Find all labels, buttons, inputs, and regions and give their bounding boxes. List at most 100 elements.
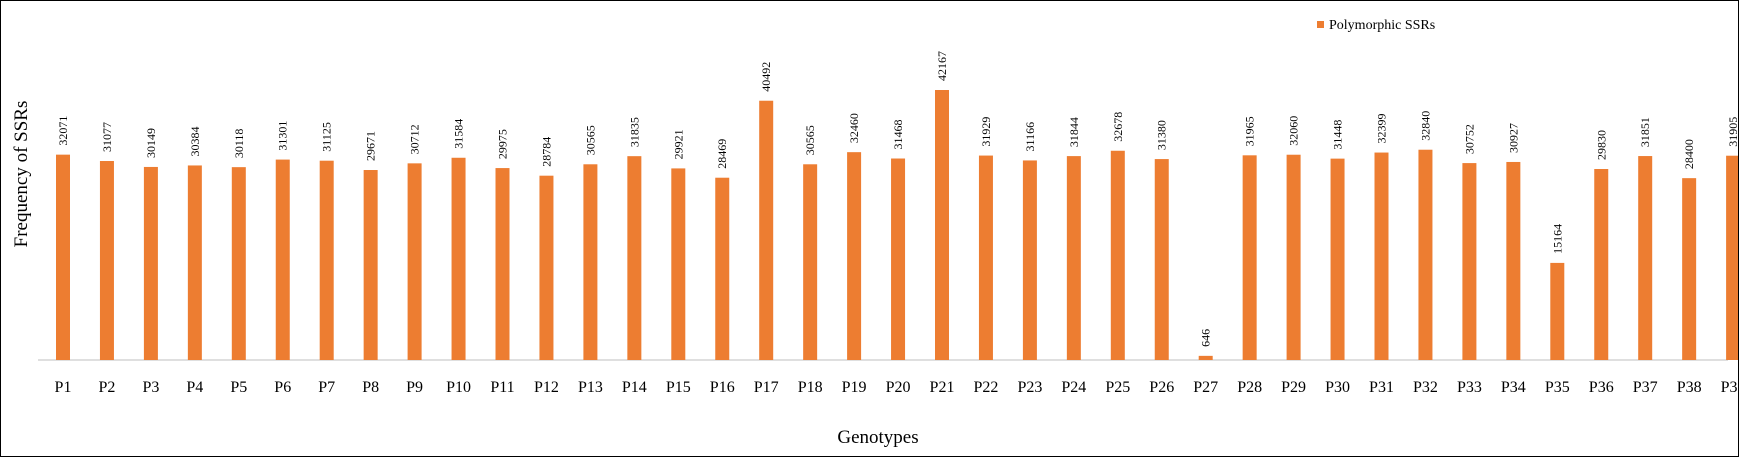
x-tick-label-p39: P39 [1721, 379, 1738, 396]
value-label-p22: 31929 [979, 117, 993, 147]
bar-p20 [891, 158, 906, 360]
bar-p7 [319, 160, 334, 360]
x-tick-label-p19: P19 [842, 379, 867, 396]
value-labels-group: 32071 31077 30149 30384 30118 31301 31125 29671… [56, 51, 1738, 347]
x-tick-label-p37: P37 [1633, 379, 1658, 396]
x-tick-label-p3: P3 [142, 379, 159, 396]
x-tick-label-p33: P33 [1457, 379, 1482, 396]
bar-p26 [1154, 159, 1169, 360]
y-axis-title: Frequency of SSRs [11, 101, 32, 248]
bar-p32 [1418, 149, 1433, 360]
x-tick-label-p2: P2 [98, 379, 115, 396]
value-label-p30: 31448 [1331, 120, 1345, 150]
legend-swatch [1317, 21, 1324, 28]
value-label-p28: 31965 [1243, 116, 1257, 146]
value-label-p29: 32060 [1287, 116, 1301, 146]
value-label-p11: 29975 [496, 129, 510, 159]
value-label-p25: 32678 [1111, 112, 1125, 142]
x-tick-label-p35: P35 [1545, 379, 1570, 396]
value-label-p21: 42167 [935, 51, 949, 81]
x-tick-label-p34: P34 [1501, 379, 1526, 396]
bar-p19 [847, 152, 862, 360]
value-label-p9: 30712 [408, 124, 422, 154]
value-label-p24: 31844 [1067, 117, 1081, 147]
x-tick-label-p18: P18 [798, 379, 823, 396]
bar-p37 [1638, 156, 1653, 360]
bar-p6 [275, 159, 290, 360]
x-tick-label-p36: P36 [1589, 379, 1614, 396]
x-tick-label-p22: P22 [973, 379, 998, 396]
bar-p27 [1198, 355, 1213, 360]
bar-p14 [627, 156, 642, 360]
value-label-p1: 32071 [56, 116, 70, 146]
value-label-p20: 31468 [891, 120, 905, 150]
bar-p35 [1550, 262, 1565, 360]
bar-p28 [1242, 155, 1257, 360]
bar-p18 [803, 164, 818, 360]
x-tick-label-p14: P14 [622, 379, 647, 396]
x-tick-label-p38: P38 [1677, 379, 1702, 396]
tick-labels-group: P1 P2 P3 P4 P5 P6 P7 P8 P9 P10 P11 P12 P13 P14 P15 P16 P… [55, 379, 1738, 396]
x-tick-label-p32: P32 [1413, 379, 1438, 396]
x-tick-label-p10: P10 [446, 379, 471, 396]
value-label-p27: 646 [1199, 329, 1213, 347]
value-label-p36: 29830 [1594, 130, 1608, 160]
x-tick-label-p7: P7 [318, 379, 335, 396]
x-tick-label-p9: P9 [406, 379, 423, 396]
x-tick-label-p1: P1 [55, 379, 72, 396]
value-label-p13: 30565 [583, 125, 597, 155]
bar-p2 [99, 161, 114, 360]
x-tick-label-p4: P4 [186, 379, 203, 396]
value-label-p31: 32399 [1375, 114, 1389, 144]
value-label-p10: 31584 [452, 119, 466, 149]
x-tick-label-p16: P16 [710, 379, 735, 396]
x-tick-label-p29: P29 [1281, 379, 1306, 396]
bar-p3 [143, 166, 158, 360]
x-tick-label-p13: P13 [578, 379, 603, 396]
bar-p5 [231, 167, 246, 360]
x-tick-label-p21: P21 [930, 379, 955, 396]
bars-group [56, 90, 1738, 360]
x-tick-label-p23: P23 [1017, 379, 1042, 396]
value-label-p38: 28400 [1682, 139, 1696, 169]
bar-p23 [1022, 160, 1037, 360]
x-tick-label-p15: P15 [666, 379, 691, 396]
value-label-p18: 30565 [803, 125, 817, 155]
bar-p29 [1286, 154, 1301, 360]
x-tick-label-p8: P8 [362, 379, 379, 396]
value-label-p37: 31851 [1638, 117, 1652, 147]
x-tick-label-p17: P17 [754, 379, 779, 396]
bar-p15 [671, 168, 686, 360]
value-label-p34: 30927 [1506, 123, 1520, 153]
value-label-p26: 31380 [1155, 120, 1169, 150]
x-tick-label-p28: P28 [1237, 379, 1262, 396]
x-tick-label-p24: P24 [1061, 379, 1086, 396]
value-label-p33: 30752 [1462, 124, 1476, 154]
bar-p11 [495, 168, 510, 360]
value-label-p7: 31125 [320, 122, 334, 152]
bar-p13 [583, 164, 598, 360]
value-label-p17: 40492 [759, 62, 773, 92]
x-tick-label-p6: P6 [274, 379, 291, 396]
bar-p16 [715, 177, 730, 360]
value-label-p16: 28469 [715, 139, 729, 169]
bar-p24 [1066, 156, 1081, 360]
value-label-p23: 31166 [1023, 122, 1037, 152]
bar-p38 [1682, 178, 1697, 360]
bar-p12 [539, 175, 554, 360]
value-label-p35: 15164 [1550, 224, 1564, 254]
value-label-p4: 30384 [188, 126, 202, 156]
bar-p36 [1594, 169, 1609, 360]
value-label-p32: 32840 [1418, 111, 1432, 141]
bar-p33 [1462, 163, 1477, 360]
bar-p25 [1110, 150, 1125, 360]
x-tick-label-p25: P25 [1105, 379, 1130, 396]
x-tick-label-p26: P26 [1149, 379, 1174, 396]
legend: Polymorphic SSRs [1317, 18, 1435, 33]
bar-p9 [407, 163, 422, 360]
value-label-p15: 29921 [671, 129, 685, 159]
bar-p1 [56, 154, 70, 360]
bar-p4 [187, 165, 202, 360]
x-tick-label-p5: P5 [230, 379, 247, 396]
